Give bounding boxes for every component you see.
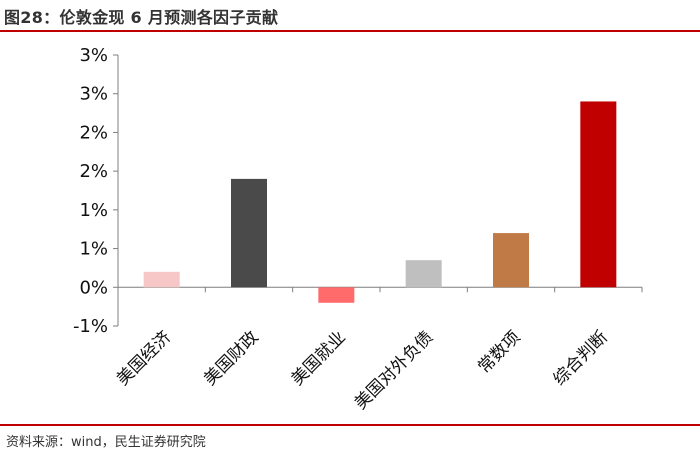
bar <box>405 260 442 288</box>
y-tick-label: 2% <box>79 161 108 182</box>
y-tick-label: 3% <box>79 45 108 66</box>
bar-group <box>143 101 617 303</box>
category-label: 美国经济 <box>113 327 175 389</box>
y-tick-label: 2% <box>79 122 108 143</box>
category-label: 常数项 <box>474 327 524 377</box>
category-label: 综合判断 <box>550 327 612 389</box>
y-tick-label: 1% <box>79 239 108 260</box>
bar <box>318 287 355 303</box>
y-tick-label: 0% <box>79 277 108 298</box>
page-title: 图28：伦敦金现 6 月预测各因子贡献 <box>4 8 279 27</box>
y-tick-label: 1% <box>79 200 108 221</box>
x-tick-group <box>117 287 643 293</box>
bar-chart: -1% 0% 1% 1% 2% 2% 3% 3% 美国经济 美国财政 美国就业 美国对外负债 常数项综… <box>73 45 643 414</box>
bar <box>231 178 267 288</box>
y-tick-label: 3% <box>79 84 108 105</box>
category-label: 美国就业 <box>288 327 350 389</box>
title-divider <box>0 30 700 32</box>
y-tick-group: -1% 0% 1% 1% 2% 2% 3% 3% <box>73 45 118 337</box>
bar <box>493 233 529 288</box>
category-label: 美国财政 <box>200 327 262 389</box>
y-tick-label: -1% <box>73 316 108 337</box>
category-label: 美国对外负债 <box>351 327 437 413</box>
bar <box>143 271 180 288</box>
footer-divider <box>0 424 700 426</box>
category-label-group: 美国经济 美国财政 美国就业 美国对外负债 常数项 综合判断 <box>113 327 612 413</box>
bar <box>580 101 617 288</box>
source-note: 资料来源：wind，民生证券研究院 <box>6 435 206 450</box>
